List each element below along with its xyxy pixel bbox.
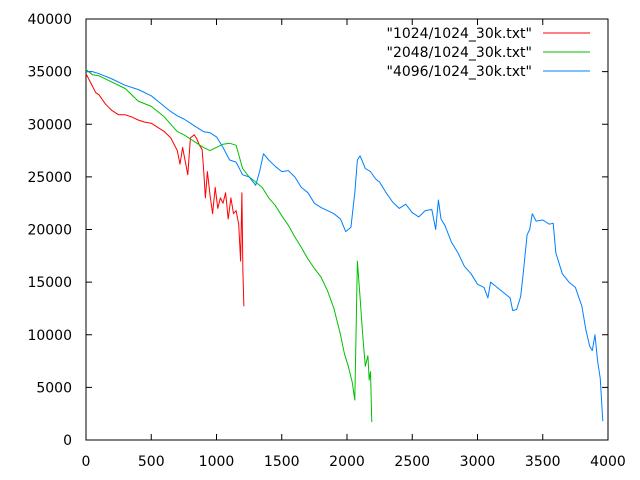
series-line-1: [85, 73, 245, 307]
x-tick-label: 3000: [460, 454, 496, 470]
y-tick-label: 30000: [27, 117, 72, 133]
x-tick-label: 1500: [264, 454, 300, 470]
x-tick-label: 0: [82, 454, 91, 470]
y-tick-labels: 0 5000 10000 15000 20000 25000 30000 35000 40000: [27, 12, 72, 449]
series-line-3: [86, 71, 604, 422]
y-tick-label: 5000: [36, 380, 72, 396]
y-tick-label: 0: [63, 433, 72, 449]
y-tick-label: 20000: [27, 223, 72, 239]
series-lines: [85, 69, 604, 423]
y-tick-label: 40000: [27, 12, 72, 28]
x-tick-label: 2500: [394, 454, 430, 470]
x-tick-label: 2000: [329, 454, 365, 470]
y-tick-label: 15000: [27, 275, 72, 291]
series-line-2: [85, 69, 373, 423]
x-tick-label: 3500: [525, 454, 561, 470]
legend-label: "4096/1024_30k.txt": [387, 64, 533, 80]
x-tick-label: 4000: [590, 454, 626, 470]
legend: "1024/1024_30k.txt" "2048/1024_30k.txt" "4…: [387, 26, 590, 80]
x-tick-label: 500: [138, 454, 165, 470]
x-tick-labels: 0 500 1000 1500 2000 2500 3000 3500 4000: [82, 454, 626, 470]
legend-label: "1024/1024_30k.txt": [387, 26, 533, 42]
tick-marks: [85, 18, 609, 441]
y-tick-label: 35000: [27, 65, 72, 81]
legend-label: "2048/1024_30k.txt": [387, 45, 533, 61]
x-tick-label: 1000: [199, 454, 235, 470]
y-tick-label: 25000: [27, 170, 72, 186]
y-tick-label: 10000: [27, 328, 72, 344]
